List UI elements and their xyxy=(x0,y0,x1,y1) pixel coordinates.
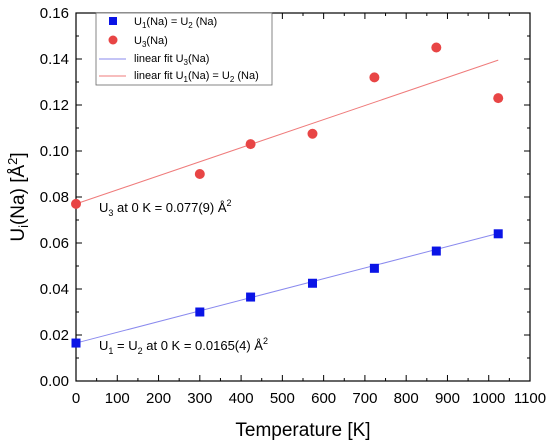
x-tick-label: 200 xyxy=(146,390,171,407)
y-tick-label: 0.04 xyxy=(40,281,69,298)
y-tick-label: 0.10 xyxy=(40,143,69,160)
data-point-circle xyxy=(369,72,380,83)
annotation-u3: U3 at 0 K = 0.077(9) Å2 xyxy=(99,198,232,218)
data-point-circle xyxy=(493,93,504,104)
data-point-square xyxy=(307,278,317,288)
data-point-square xyxy=(195,307,205,317)
x-tick-label: 600 xyxy=(311,390,336,407)
x-tick-label: 300 xyxy=(187,390,212,407)
legend-marker-circle xyxy=(108,35,118,45)
data-point-square xyxy=(369,263,379,273)
data-point-circle xyxy=(71,198,81,209)
x-tick-label: 700 xyxy=(352,390,377,407)
x-tick-label: 1100 xyxy=(514,390,546,407)
data-point-square xyxy=(493,229,503,239)
fit-line-red xyxy=(75,59,499,205)
annotation-u12: U1 = U2 at 0 K = 0.0165(4) Å2 xyxy=(99,336,268,356)
data-point-square xyxy=(246,292,256,302)
axis-ticks: 0 100 200 300 400 500 600 700 800 900 1000 1100 0.00… xyxy=(40,5,546,407)
x-tick-label: 800 xyxy=(394,390,419,407)
legend-marker-square xyxy=(109,17,117,25)
x-tick-label: 500 xyxy=(270,390,295,407)
legend-label-fit-u3: linear fit U3(Na) xyxy=(134,53,209,67)
y-tick-label: 0.16 xyxy=(40,5,69,22)
x-tick-label: 0 xyxy=(72,390,80,407)
fit-lines xyxy=(75,59,499,344)
y-tick-label: 0.06 xyxy=(40,235,69,252)
legend-box xyxy=(95,12,273,86)
legend-label-u12: U1(Na) = U2 (Na) xyxy=(134,16,217,30)
y-tick-label: 0.12 xyxy=(40,97,69,114)
x-tick-label: 100 xyxy=(105,390,130,407)
data-point-circle xyxy=(431,42,442,53)
y-tick-label: 0.00 xyxy=(40,373,69,390)
x-axis-label: Temperature [K] xyxy=(235,420,370,441)
data-point-circle xyxy=(245,139,256,150)
legend-label-u3: U3(Na) xyxy=(134,35,168,49)
legend: U1(Na) = U2 (Na) U3(Na) linear fit U3(Na… xyxy=(95,12,273,86)
x-tick-label: 1000 xyxy=(472,390,505,407)
data-point-circle xyxy=(307,128,318,139)
x-tick-label: 900 xyxy=(435,390,460,407)
data-points xyxy=(71,42,504,348)
data-point-circle xyxy=(194,169,205,179)
y-tick-label: 0.08 xyxy=(40,189,69,206)
data-point-square xyxy=(431,246,441,256)
y-axis-label: Ui(Na) [Å2] xyxy=(5,152,31,241)
fit-line-blue xyxy=(75,232,499,344)
data-point-square xyxy=(71,338,81,348)
y-tick-label: 0.02 xyxy=(40,327,69,344)
x-tick-label: 400 xyxy=(229,390,254,407)
y-tick-label: 0.14 xyxy=(40,51,69,68)
legend-label-fit-u12: linear fit U1(Na) = U2 (Na) xyxy=(134,70,259,84)
